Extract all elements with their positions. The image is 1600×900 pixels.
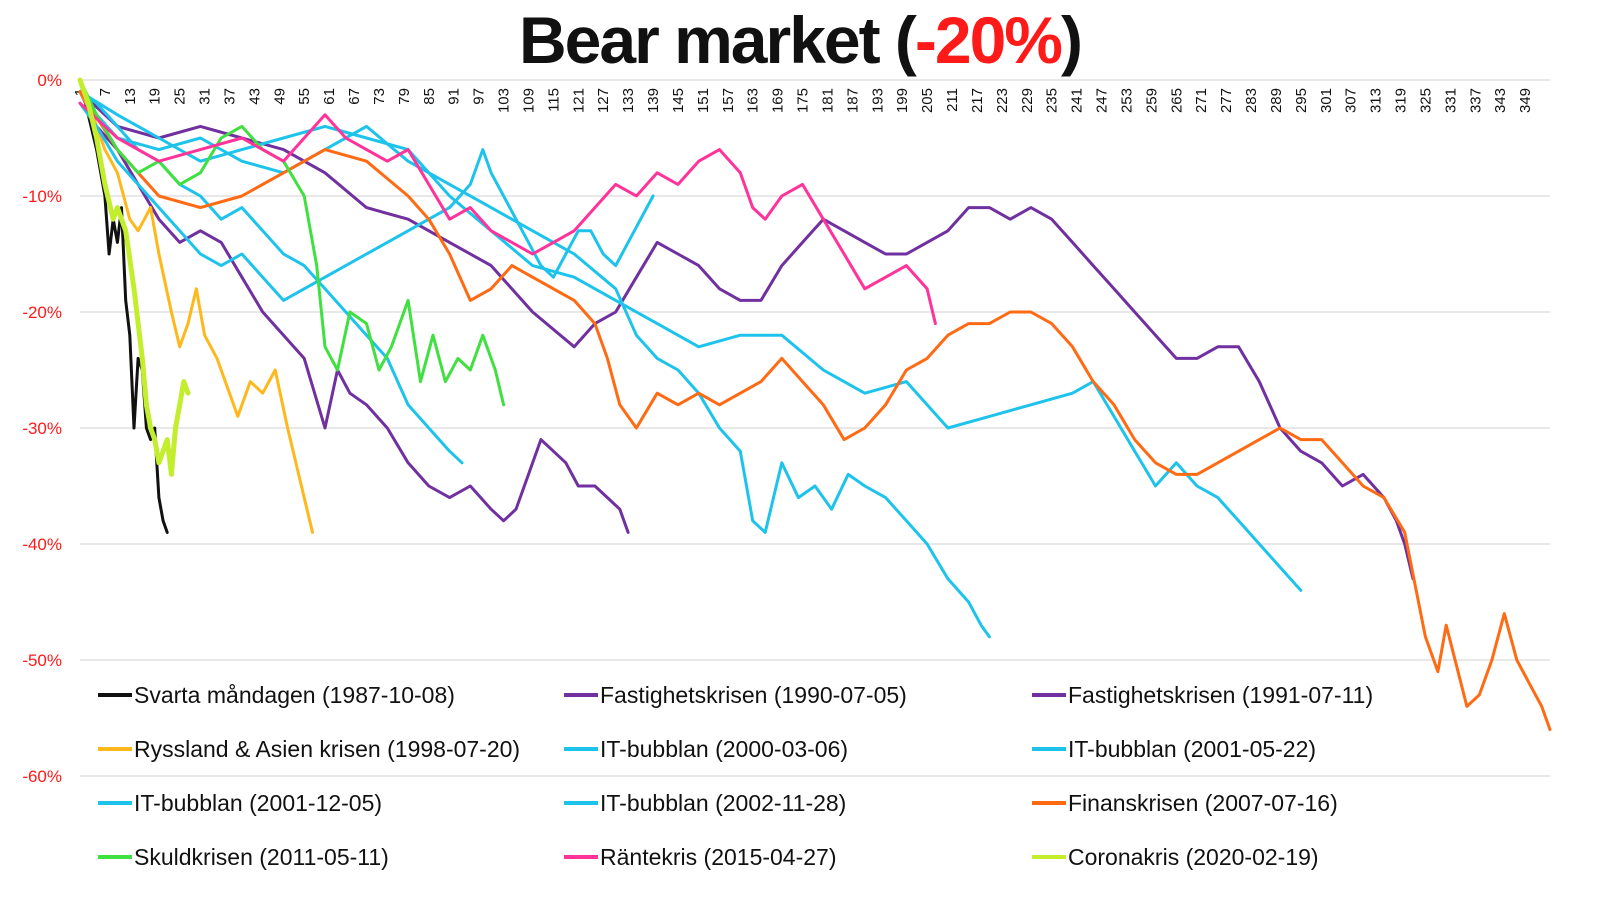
x-tick-label: 37 [221, 88, 238, 105]
x-axis-ticks: 1 7 13 19 25 31 37 43 49 55 61 67 73 79 85 91 97 103 109 11… [72, 88, 1534, 113]
x-tick-label: 295 [1293, 88, 1310, 113]
series-line [78, 101, 937, 326]
series-line [78, 90, 991, 639]
x-tick-label: 73 [371, 88, 388, 105]
legend-label: IT-bubblan (2000-03-06) [600, 736, 848, 762]
legend-label: IT-bubblan (2001-12-05) [134, 790, 382, 816]
x-tick-label: 271 [1193, 88, 1210, 113]
legend-label: Svarta måndagen (1987-10-08) [134, 682, 455, 708]
legend-label: Ryssland & Asien krisen (1998-07-20) [134, 736, 520, 762]
x-tick-label: 313 [1368, 88, 1385, 113]
x-tick-label: 229 [1019, 88, 1036, 113]
x-tick-label: 235 [1044, 88, 1061, 113]
legend-label: Finanskrisen (2007-07-16) [1068, 790, 1338, 816]
y-tick-label: 0% [37, 71, 62, 90]
series-line [78, 90, 314, 534]
x-tick-label: 199 [894, 88, 911, 113]
title-prefix: Bear market [519, 3, 895, 77]
legend-label: IT-bubblan (2002-11-28) [600, 790, 846, 816]
x-tick-label: 121 [570, 88, 587, 113]
x-tick-label: 223 [994, 88, 1011, 113]
x-tick-label: 175 [795, 88, 812, 113]
x-tick-label: 49 [271, 88, 288, 105]
series-line [78, 78, 506, 407]
x-tick-label: 343 [1492, 88, 1509, 113]
x-tick-label: 109 [520, 88, 537, 113]
x-tick-label: 325 [1417, 88, 1434, 113]
x-tick-label: 133 [620, 88, 637, 113]
x-tick-label: 67 [346, 88, 363, 105]
series-lines [77, 77, 1552, 732]
x-tick-label: 331 [1442, 88, 1459, 113]
gridlines [80, 79, 1550, 777]
x-tick-label: 139 [645, 88, 662, 113]
y-tick-label: -60% [22, 767, 62, 786]
series-line [78, 90, 1303, 592]
legend-label: Coronakris (2020-02-19) [1068, 844, 1319, 870]
x-tick-label: 19 [147, 88, 164, 105]
x-tick-label: 169 [770, 88, 787, 113]
x-tick-label: 127 [595, 88, 612, 113]
legend: Svarta måndagen (1987-10-08) Fastighetskr… [98, 682, 1373, 870]
y-tick-label: -10% [22, 187, 62, 206]
series-line [77, 77, 191, 477]
y-tick-label: -50% [22, 651, 62, 670]
title-close-paren: ) [1060, 3, 1083, 77]
x-tick-label: 253 [1118, 88, 1135, 113]
series-line [78, 90, 1415, 581]
x-tick-label: 283 [1243, 88, 1260, 113]
x-tick-label: 205 [919, 88, 936, 113]
y-tick-label: -20% [22, 303, 62, 322]
x-tick-label: 97 [471, 88, 488, 105]
y-tick-label: -30% [22, 419, 62, 438]
x-tick-label: 187 [844, 88, 861, 113]
x-tick-label: 319 [1393, 88, 1410, 113]
series-line [78, 101, 655, 302]
x-tick-label: 193 [869, 88, 886, 113]
x-tick-label: 289 [1268, 88, 1285, 113]
legend-label: IT-bubblan (2001-05-22) [1068, 736, 1316, 762]
x-tick-label: 103 [496, 88, 513, 113]
x-tick-label: 277 [1218, 88, 1235, 113]
title-highlight: -20% [914, 3, 1063, 77]
x-tick-label: 31 [197, 88, 214, 105]
legend-label: Fastighetskrisen (1991-07-11) [1068, 682, 1373, 708]
x-tick-label: 301 [1318, 88, 1335, 113]
x-tick-label: 43 [246, 88, 263, 105]
x-tick-label: 259 [1143, 88, 1160, 113]
x-tick-label: 349 [1517, 88, 1534, 113]
x-tick-label: 25 [172, 88, 189, 105]
chart-title: Bear market (-20%) [0, 2, 1600, 78]
x-tick-label: 91 [446, 88, 463, 105]
x-tick-label: 217 [969, 88, 986, 113]
y-tick-label: -40% [22, 535, 62, 554]
x-tick-label: 211 [944, 88, 961, 112]
x-tick-label: 265 [1168, 88, 1185, 113]
x-tick-label: 337 [1467, 88, 1484, 113]
x-tick-label: 85 [421, 88, 438, 105]
x-tick-label: 163 [745, 88, 762, 113]
x-tick-label: 247 [1094, 88, 1111, 113]
series-line [78, 78, 169, 534]
x-tick-label: 55 [296, 88, 313, 105]
y-axis-ticks: 0% -10% -20% -30% -40% -50% -60% [22, 71, 62, 786]
title-open-paren: ( [894, 3, 917, 77]
x-tick-label: 151 [695, 88, 712, 113]
x-tick-label: 115 [545, 88, 562, 112]
x-tick-label: 181 [819, 88, 836, 113]
legend-label: Räntekris (2015-04-27) [600, 844, 837, 870]
legend-label: Skuldkrisen (2011-05-11) [134, 844, 389, 870]
x-tick-label: 241 [1069, 88, 1086, 113]
x-tick-label: 79 [396, 88, 413, 105]
x-tick-label: 7 [97, 88, 114, 96]
x-tick-label: 307 [1343, 88, 1360, 113]
legend-label: Fastighetskrisen (1990-07-05) [600, 682, 907, 708]
x-tick-label: 13 [122, 88, 139, 105]
x-tick-label: 145 [670, 88, 687, 113]
x-tick-label: 157 [720, 88, 737, 113]
series-line [78, 90, 1552, 732]
x-tick-label: 61 [321, 88, 338, 105]
